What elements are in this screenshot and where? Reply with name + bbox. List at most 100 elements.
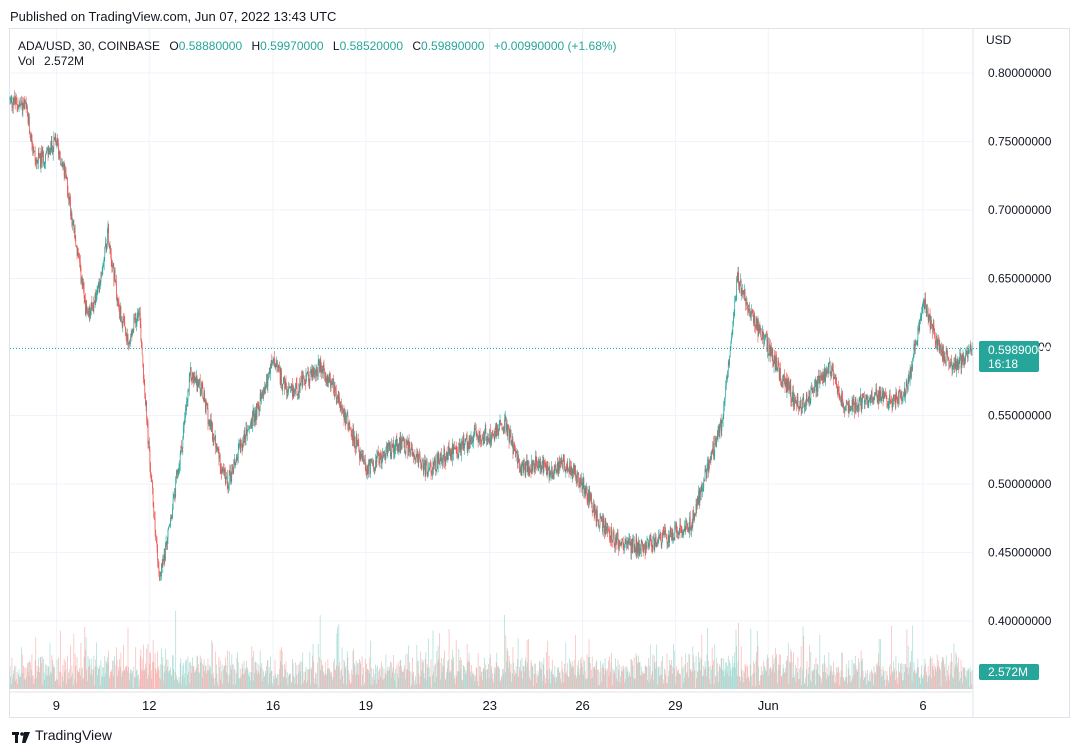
volume-bar bbox=[480, 672, 482, 689]
volume-bar bbox=[362, 674, 364, 689]
volume-bar bbox=[473, 674, 474, 689]
volume-bar bbox=[127, 627, 129, 689]
candle-body bbox=[898, 391, 899, 404]
volume-bar bbox=[483, 668, 485, 689]
volume-bar bbox=[297, 684, 298, 689]
volume-bar bbox=[747, 676, 749, 689]
volume-bar bbox=[87, 655, 89, 689]
volume-bar bbox=[212, 677, 214, 689]
candle-body bbox=[16, 97, 17, 101]
volume-bar bbox=[515, 666, 517, 689]
volume-bar bbox=[754, 663, 756, 689]
candle-body bbox=[843, 404, 845, 411]
volume-bar bbox=[174, 672, 176, 689]
volume-bar bbox=[468, 660, 469, 689]
candle-body bbox=[928, 318, 930, 321]
volume-bar bbox=[696, 678, 698, 689]
volume-bar bbox=[356, 672, 358, 689]
candle-body bbox=[690, 526, 692, 531]
candle-body bbox=[755, 326, 756, 328]
volume-bar bbox=[400, 659, 402, 689]
candle-body bbox=[775, 356, 777, 371]
candle-body bbox=[43, 151, 44, 164]
candle-body bbox=[197, 380, 199, 386]
candle-body bbox=[553, 472, 554, 478]
volume-bar bbox=[199, 673, 200, 689]
candle-body bbox=[591, 494, 592, 504]
volume-bar bbox=[34, 660, 36, 689]
volume-bar bbox=[539, 662, 541, 689]
volume-bar bbox=[442, 658, 444, 689]
candle-body bbox=[947, 350, 948, 357]
volume-bar bbox=[270, 670, 272, 689]
volume-bar bbox=[443, 666, 445, 689]
volume-bar bbox=[612, 668, 614, 689]
volume-bar bbox=[692, 646, 694, 689]
candle-body bbox=[235, 462, 237, 465]
candle-body bbox=[939, 344, 941, 351]
volume-bar bbox=[681, 656, 683, 689]
candle-body bbox=[269, 373, 271, 375]
candle-body bbox=[117, 298, 119, 303]
volume-bar bbox=[505, 635, 507, 689]
volume-bar bbox=[905, 664, 906, 689]
candle-body bbox=[666, 537, 668, 544]
candle-body bbox=[419, 454, 421, 462]
candle-body bbox=[738, 284, 740, 287]
volume-bar bbox=[790, 649, 792, 689]
candle-body bbox=[501, 424, 503, 429]
candle-body bbox=[170, 515, 172, 518]
volume-bar bbox=[462, 665, 464, 689]
volume-bar bbox=[311, 669, 313, 689]
volume-bar bbox=[733, 662, 735, 689]
volume-bar bbox=[806, 661, 808, 689]
brand-name: TradingView bbox=[35, 727, 113, 743]
volume-bar bbox=[348, 670, 349, 689]
volume-bar bbox=[401, 670, 403, 689]
volume-bar bbox=[967, 668, 969, 689]
candle-body bbox=[460, 442, 462, 456]
symbol-title[interactable]: ADA/USD, 30, COINBASE bbox=[18, 39, 161, 53]
volume-bar bbox=[695, 687, 696, 689]
currency-label[interactable]: USD bbox=[986, 33, 1012, 47]
volume-bar bbox=[269, 673, 271, 689]
volume-bar bbox=[54, 667, 55, 689]
candle-body bbox=[482, 437, 484, 440]
candle-body bbox=[273, 357, 275, 363]
volume-bar bbox=[330, 674, 332, 689]
candle-body bbox=[491, 432, 493, 434]
candle-body bbox=[437, 453, 439, 469]
volume-bar bbox=[718, 682, 719, 689]
volume-bar bbox=[570, 664, 572, 689]
volume-bar bbox=[938, 668, 940, 689]
volume-bar bbox=[92, 669, 94, 689]
volume-bar bbox=[460, 660, 462, 689]
candle-body bbox=[256, 404, 258, 419]
candle-body bbox=[407, 441, 409, 456]
candle-body bbox=[767, 338, 769, 356]
volume-bar bbox=[20, 674, 22, 689]
volume-bar bbox=[595, 662, 597, 689]
volume-bar bbox=[691, 672, 692, 689]
candle-body bbox=[762, 330, 763, 340]
candle-body bbox=[867, 396, 868, 406]
candle-body bbox=[821, 374, 823, 379]
volume-bar bbox=[828, 652, 830, 689]
candle-body bbox=[920, 317, 921, 321]
y-tick-label: 0.70000000 bbox=[988, 203, 1052, 217]
candle-body bbox=[570, 466, 572, 473]
footer-brand[interactable]: TradingView bbox=[12, 727, 112, 743]
candle-body bbox=[330, 378, 331, 388]
candle-body bbox=[739, 282, 741, 287]
volume-bar bbox=[502, 668, 504, 689]
volume-bar bbox=[941, 657, 943, 689]
candle-body bbox=[962, 355, 964, 362]
candle-body bbox=[825, 372, 826, 381]
candle-body bbox=[693, 510, 694, 520]
candle-body bbox=[915, 343, 917, 345]
candle-body bbox=[259, 408, 260, 411]
volume-bar bbox=[283, 677, 284, 689]
volume-bar bbox=[529, 680, 531, 689]
volume-bar bbox=[756, 652, 757, 689]
